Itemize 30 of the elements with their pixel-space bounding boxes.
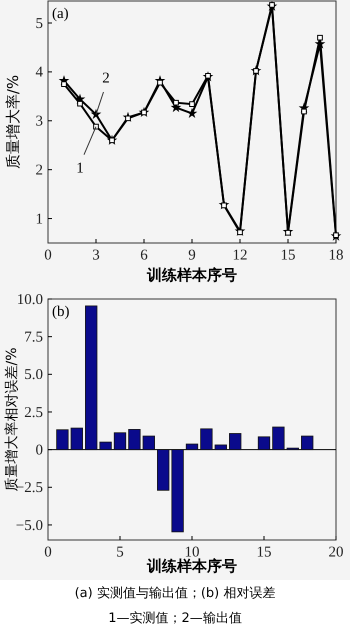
y-tick-label: −2.5 bbox=[16, 480, 43, 496]
y-tick-label: 2 bbox=[36, 162, 43, 178]
text: (a) 实测值与输出值；(b) 相对误差 bbox=[74, 586, 276, 601]
x-tick-label: 9 bbox=[188, 248, 196, 264]
y-tick-label: 5 bbox=[36, 16, 43, 32]
x-tick-label: 3 bbox=[92, 248, 100, 264]
x-axis-title: 训练样本序号 bbox=[146, 266, 237, 284]
x-tick-label: 18 bbox=[328, 248, 344, 264]
annotation: (b) bbox=[52, 304, 70, 320]
x-tick-label: 15 bbox=[256, 544, 272, 561]
y-tick-label: 7.5 bbox=[24, 329, 43, 346]
annotation: (a) bbox=[52, 6, 69, 22]
x-tick-label: 5 bbox=[116, 544, 124, 561]
y-axis-title: 质量增大率/% bbox=[4, 74, 22, 170]
text: 1 bbox=[76, 160, 84, 177]
y-tick-label: −5.0 bbox=[16, 518, 43, 534]
y-tick-label: 3 bbox=[36, 114, 43, 130]
y-tick-label: 2.5 bbox=[24, 404, 43, 421]
y-tick-label: 1 bbox=[36, 211, 43, 228]
series-label: 2 bbox=[102, 70, 110, 86]
y-tick-label: 4 bbox=[36, 64, 44, 81]
text: 1—实测值；2—输出值 bbox=[108, 611, 242, 626]
x-tick-label: 15 bbox=[280, 248, 296, 264]
x-tick-label: 6 bbox=[140, 248, 148, 264]
y-tick-label: 0 bbox=[36, 442, 43, 458]
y-tick-label: 5.0 bbox=[24, 367, 43, 384]
x-axis-title: 训练样本序号 bbox=[146, 557, 237, 575]
y-tick-label: 10.0 bbox=[16, 292, 43, 308]
x-tick-label: 12 bbox=[232, 248, 248, 264]
x-tick-label: 20 bbox=[328, 544, 344, 561]
